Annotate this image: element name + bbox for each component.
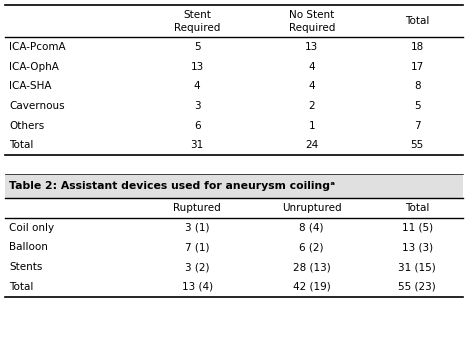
Text: 3 (1): 3 (1) <box>185 223 210 233</box>
Text: 55: 55 <box>410 140 424 151</box>
Text: 8 (4): 8 (4) <box>299 223 324 233</box>
Text: 31: 31 <box>190 140 204 151</box>
Text: 55 (23): 55 (23) <box>398 282 436 292</box>
Text: Coil only: Coil only <box>9 223 55 233</box>
Text: 13 (4): 13 (4) <box>181 282 213 292</box>
Text: 3: 3 <box>194 101 201 111</box>
Text: 42 (19): 42 (19) <box>293 282 330 292</box>
Text: 1: 1 <box>308 121 315 131</box>
Text: Required: Required <box>289 23 335 33</box>
Text: Stents: Stents <box>9 262 43 272</box>
Text: ICA-OphA: ICA-OphA <box>9 62 59 72</box>
Text: No Stent: No Stent <box>289 10 334 20</box>
Text: Required: Required <box>174 23 220 33</box>
Text: 31 (15): 31 (15) <box>398 262 436 272</box>
Text: 7 (1): 7 (1) <box>185 242 210 253</box>
Text: 17: 17 <box>410 62 424 72</box>
Text: 4: 4 <box>194 81 201 92</box>
Text: 5: 5 <box>414 101 421 111</box>
Text: 13 (3): 13 (3) <box>401 242 433 253</box>
Text: 11 (5): 11 (5) <box>401 223 433 233</box>
Text: 4: 4 <box>308 62 315 72</box>
Text: ICA-SHA: ICA-SHA <box>9 81 52 92</box>
Text: 5: 5 <box>194 42 201 52</box>
Text: ICA-PcomA: ICA-PcomA <box>9 42 66 52</box>
Text: 13: 13 <box>305 42 318 52</box>
Text: 2: 2 <box>308 101 315 111</box>
Text: 24: 24 <box>305 140 318 151</box>
Bar <box>5 174 463 198</box>
Text: Cavernous: Cavernous <box>9 101 65 111</box>
Text: Others: Others <box>9 121 45 131</box>
Text: Unruptured: Unruptured <box>282 203 342 213</box>
Text: Total: Total <box>405 203 429 213</box>
Text: Total: Total <box>9 140 34 151</box>
Text: 6 (2): 6 (2) <box>299 242 324 253</box>
Text: Table 2: Assistant devices used for aneurysm coilingᵃ: Table 2: Assistant devices used for aneu… <box>9 181 336 191</box>
Text: Ruptured: Ruptured <box>173 203 221 213</box>
Text: 18: 18 <box>410 42 424 52</box>
Text: 4: 4 <box>308 81 315 92</box>
Text: 13: 13 <box>190 62 204 72</box>
Text: 8: 8 <box>414 81 421 92</box>
Text: Total: Total <box>405 16 429 26</box>
Text: Total: Total <box>9 282 34 292</box>
Text: 3 (2): 3 (2) <box>185 262 210 272</box>
Text: 6: 6 <box>194 121 201 131</box>
Text: Stent: Stent <box>183 10 211 20</box>
Text: 28 (13): 28 (13) <box>293 262 330 272</box>
Text: 7: 7 <box>414 121 421 131</box>
Text: Balloon: Balloon <box>9 242 48 253</box>
